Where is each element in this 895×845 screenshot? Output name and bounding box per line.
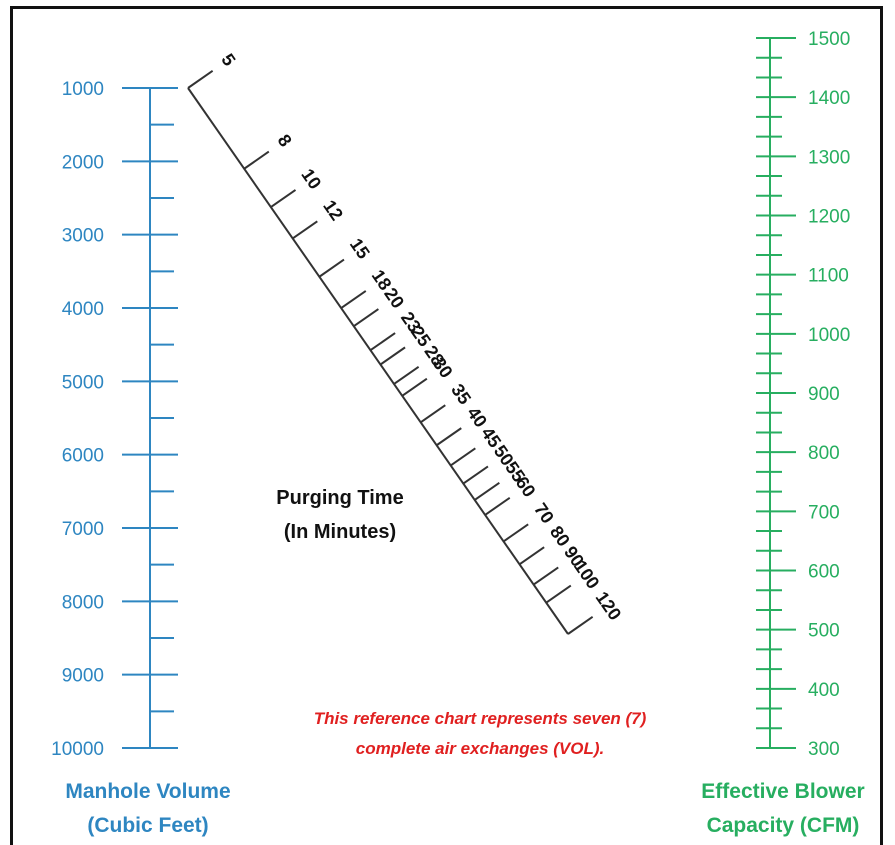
purging-time-tick (243, 150, 270, 170)
volume-tick-label: 4000 (62, 299, 104, 320)
capacity-tick-label: 800 (808, 443, 840, 464)
reference-note-line1: This reference chart represents seven (7… (314, 709, 647, 728)
blower-capacity-title-line2: Capacity (CFM) (707, 814, 860, 837)
volume-tick-label: 5000 (62, 372, 104, 393)
purging-time-tick (393, 366, 420, 385)
purging-time-tick-label: 10 (297, 165, 325, 193)
capacity-tick-label: 300 (808, 739, 840, 760)
purging-time-tick-label: 15 (346, 235, 374, 263)
purging-time-tick (353, 308, 379, 327)
manhole-volume-scale: 1000 2000 3000 4000 5000 6000 7000 8000 9000 1000… (51, 79, 230, 837)
capacity-tick-label: 1000 (808, 325, 850, 346)
purging-time-axis-line (187, 87, 569, 635)
purging-time-tick (369, 332, 396, 352)
capacity-tick-label: 700 (808, 502, 840, 523)
purging-time-tick (502, 523, 529, 543)
capacity-tick-label: 400 (808, 680, 840, 701)
purging-time-tick-label: 120 (592, 588, 626, 624)
purging-time-tick (270, 189, 297, 208)
volume-tick-label: 2000 (62, 152, 104, 173)
manhole-volume-title-line1: Manhole Volume (65, 780, 230, 803)
purging-time-tick (567, 616, 594, 635)
purging-time-tick (340, 290, 367, 309)
purging-time-tick (450, 447, 476, 467)
capacity-tick-label: 1500 (808, 29, 850, 50)
purging-time-tick (474, 482, 500, 501)
purging-time-tick (545, 584, 572, 604)
volume-tick-label: 6000 (62, 446, 104, 467)
blower-capacity-scale: 1500 1400 1300 1200 1100 1000 900 800 700 600 500 4… (701, 29, 864, 837)
purging-time-title-line1: Purging Time (276, 487, 403, 509)
purging-time-tick (379, 346, 406, 366)
volume-tick-label: 8000 (62, 592, 104, 613)
volume-tick-label: 7000 (62, 519, 104, 540)
purging-time-scale: 5810121518202325283035404550556070809010… (187, 50, 626, 635)
purging-time-tick-label: 5 (217, 50, 239, 70)
purging-time-tick (420, 404, 446, 424)
volume-tick-label: 1000 (62, 79, 104, 100)
purging-time-tick (318, 258, 345, 278)
capacity-tick-label: 1200 (808, 207, 850, 228)
purging-time-tick-label: 70 (530, 499, 558, 527)
purging-time-tick-label: 35 (447, 380, 475, 408)
purging-time-tick-label: 40 (463, 403, 491, 431)
purging-time-tick (401, 377, 428, 397)
purging-time-tick-label: 80 (546, 522, 574, 550)
capacity-tick-label: 1100 (808, 266, 849, 287)
purging-time-tick (518, 546, 545, 566)
volume-tick-label: 3000 (62, 226, 104, 247)
purging-time-title-line2: (In Minutes) (284, 521, 396, 543)
chart-frame (10, 6, 883, 845)
capacity-tick-label: 600 (808, 562, 840, 583)
volume-tick-label: 9000 (62, 666, 104, 687)
purging-time-tick-label: 12 (319, 196, 347, 224)
volume-tick-label: 10000 (51, 739, 104, 760)
manhole-volume-title-line2: (Cubic Feet) (87, 814, 208, 837)
capacity-tick-label: 500 (808, 621, 840, 642)
capacity-tick-label: 900 (808, 384, 840, 405)
capacity-tick-label: 1400 (808, 88, 850, 109)
blower-capacity-title-line1: Effective Blower (701, 780, 864, 803)
purging-time-tick (292, 220, 318, 240)
purging-time-tick (187, 70, 214, 89)
purging-time-tick (436, 427, 462, 447)
capacity-tick-label: 1300 (808, 147, 850, 168)
purging-time-tick (484, 496, 511, 516)
reference-note-line2: complete air exchanges (VOL). (356, 739, 604, 758)
purging-time-tick-label: 8 (274, 131, 296, 151)
purging-time-tick (462, 465, 489, 485)
purging-time-tick (533, 566, 559, 586)
